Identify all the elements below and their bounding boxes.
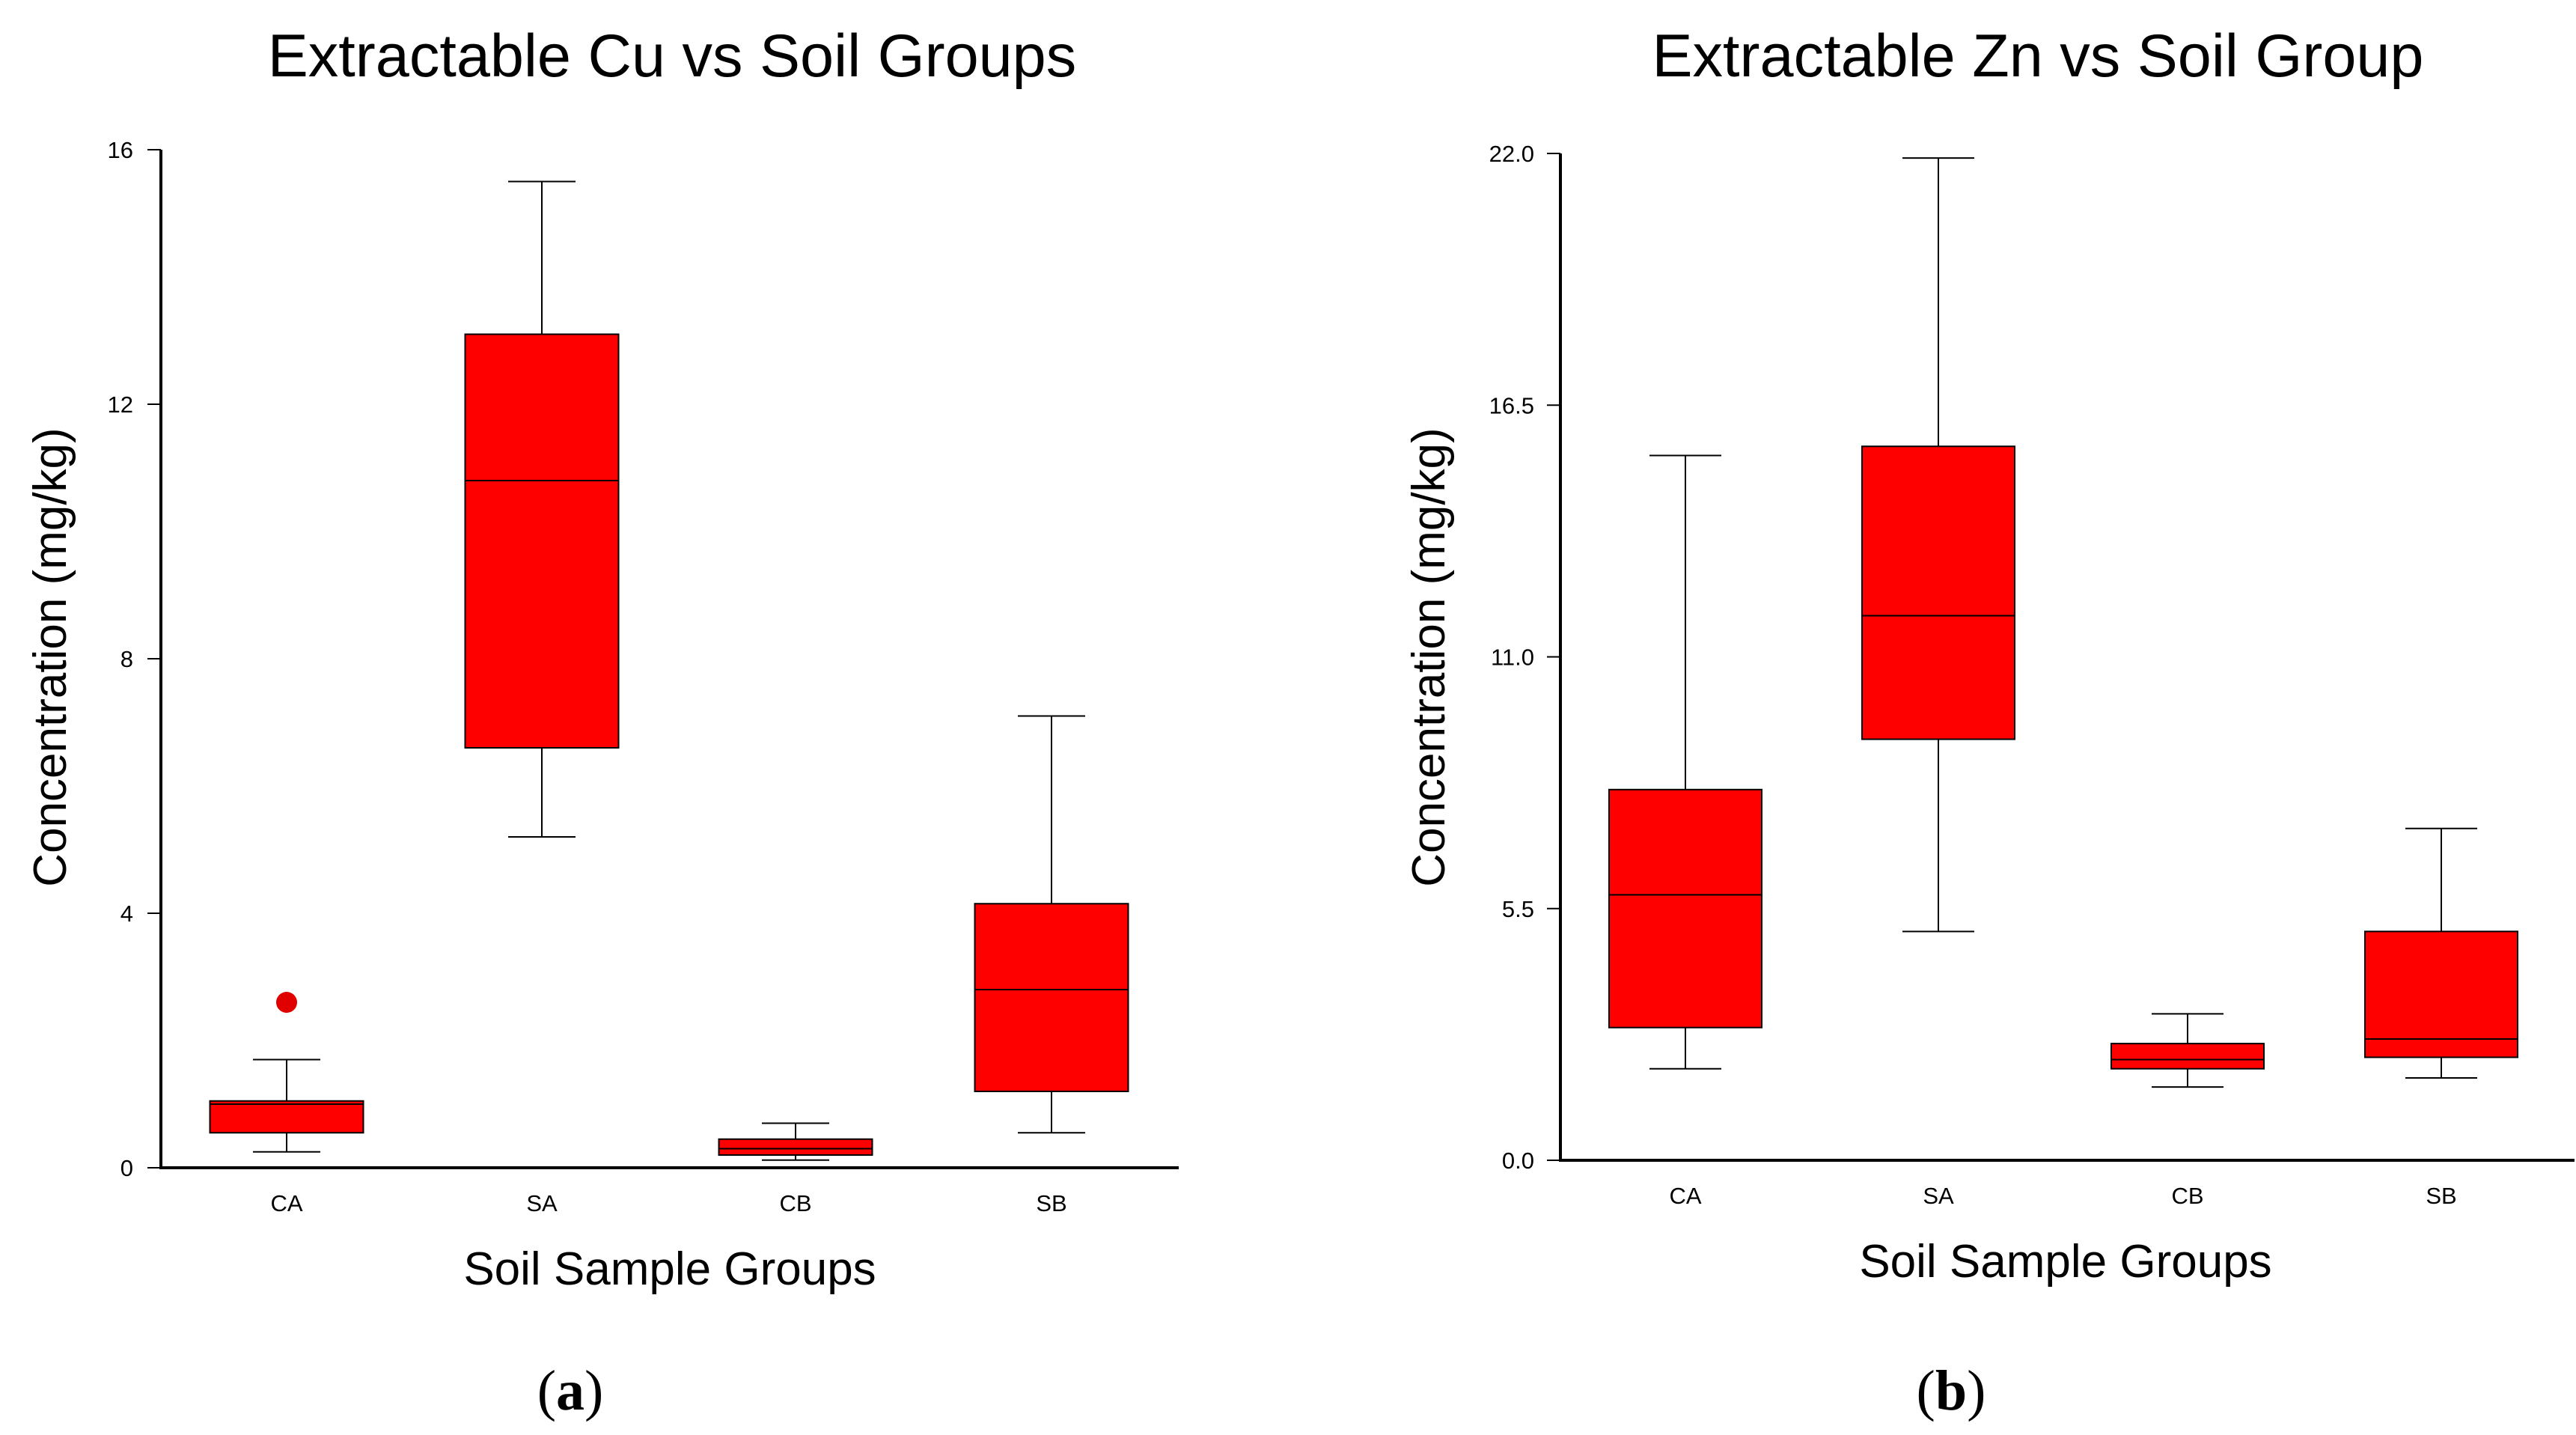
box-sa — [464, 180, 620, 838]
box-series — [209, 180, 1129, 1161]
chart-panel-cu: Extractable Cu vs Soil Groups 0 4 8 12 16 CA… — [25, 22, 1179, 1422]
y-tick-label: 4 — [120, 901, 133, 927]
box-series — [1608, 157, 2518, 1088]
x-axis-title: Soil Sample Groups — [463, 1243, 876, 1295]
iqr-box — [1861, 445, 2015, 740]
x-tick-label: SA — [1923, 1183, 1954, 1209]
x-tick-label: SB — [2426, 1183, 2456, 1209]
y-axis-title: Concentration (mg/kg) — [25, 427, 76, 886]
iqr-box — [1608, 788, 1762, 1029]
box-ca — [1608, 454, 1762, 1070]
x-tick-label: SB — [1036, 1190, 1066, 1216]
iqr-box — [974, 903, 1129, 1092]
chart-title: Extractable Zn vs Soil Group — [1652, 22, 2424, 90]
iqr-box — [2364, 930, 2518, 1058]
y-tick-label: 8 — [120, 646, 133, 672]
y-tick-label: 16.5 — [1489, 392, 1534, 418]
x-tick-label: CB — [2171, 1183, 2203, 1209]
box-cb — [2110, 1013, 2265, 1088]
x-tick-label: SA — [526, 1190, 558, 1216]
y-tick-label: 22.0 — [1489, 141, 1534, 167]
iqr-box — [209, 1100, 364, 1134]
box-sa — [1861, 157, 2015, 933]
x-axis-ticks: CA SA CB SB — [270, 1190, 1066, 1216]
x-axis-title: Soil Sample Groups — [1859, 1236, 2271, 1288]
y-tick-label: 0.0 — [1502, 1148, 1534, 1174]
x-tick-label: CB — [779, 1190, 811, 1216]
y-tick-label: 5.5 — [1502, 896, 1534, 922]
box-ca — [209, 992, 364, 1153]
box-cb — [718, 1122, 873, 1161]
y-tick-label: 12 — [108, 391, 133, 418]
chart-panel-zn: Extractable Zn vs Soil Group 0.0 5.5 11.0 1… — [1403, 22, 2575, 1422]
iqr-box — [464, 333, 620, 749]
y-axis-title: Concentration (mg/kg) — [1403, 427, 1455, 886]
y-tick-label: 16 — [108, 137, 133, 163]
x-tick-label: CA — [1669, 1183, 1701, 1209]
box-sb — [2364, 827, 2518, 1079]
iqr-box — [718, 1138, 873, 1156]
y-axis-ticks: 0 4 8 12 16 — [108, 137, 161, 1181]
box-sb — [974, 715, 1129, 1134]
x-axis-ticks: CA SA CB SB — [1669, 1183, 2456, 1209]
x-tick-label: CA — [270, 1190, 302, 1216]
chart-title: Extractable Cu vs Soil Groups — [268, 22, 1076, 90]
y-axis-ticks: 0.0 5.5 11.0 16.5 22.0 — [1489, 141, 1560, 1174]
y-tick-label: 0 — [120, 1155, 133, 1181]
panel-label: (b) — [1917, 1359, 1986, 1422]
y-tick-label: 11.0 — [1491, 645, 1534, 671]
iqr-box — [2110, 1043, 2265, 1070]
panel-label: (a) — [537, 1359, 604, 1422]
outlier-point — [276, 992, 297, 1013]
